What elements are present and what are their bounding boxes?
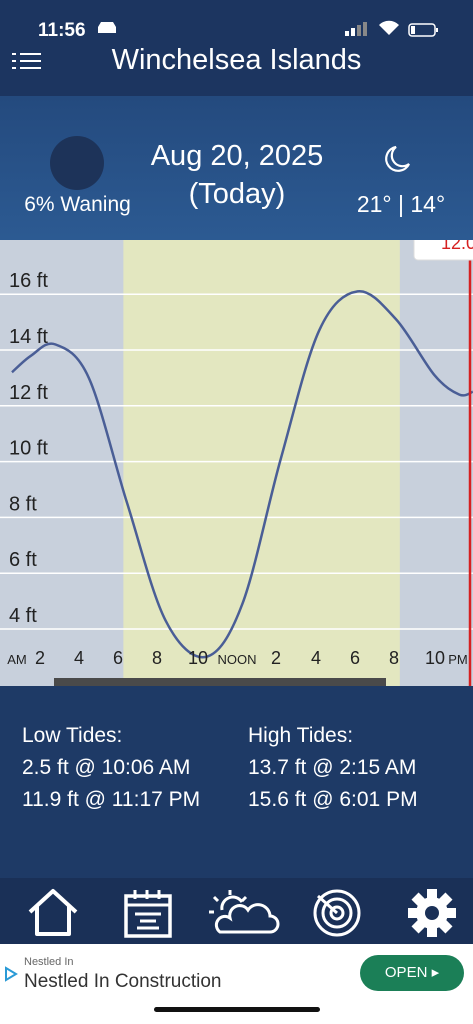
x-tick-label: PM xyxy=(448,652,468,667)
signal-icon xyxy=(345,22,367,36)
x-tick-label: 8 xyxy=(389,648,399,668)
car-icon xyxy=(98,22,116,33)
y-tick-label: 14 ft xyxy=(9,326,48,348)
x-tick-label: 6 xyxy=(113,648,123,668)
ad-open-button[interactable]: OPEN ▸ xyxy=(360,955,464,991)
high-tides-title: High Tides: xyxy=(248,724,354,747)
x-tick-label: 4 xyxy=(74,648,84,668)
y-tick-label: 16 ft xyxy=(9,270,48,292)
low-tides-section: Low Tides: 2.5 ft @ 10:06 AM 11.9 ft @ 1… xyxy=(22,720,200,816)
date-today-text: (Today) xyxy=(188,178,286,210)
high-tide-1: 13.7 ft @ 2:15 AM xyxy=(248,756,417,779)
x-tick-label: 10 xyxy=(188,648,208,668)
ad-advertiser: Nestled In xyxy=(24,956,74,968)
status-time: 11:56 xyxy=(38,20,86,41)
wifi-icon xyxy=(379,20,399,35)
x-tick-label: 4 xyxy=(311,648,321,668)
x-tick-label: 6 xyxy=(350,648,360,668)
x-tick-label: AM xyxy=(7,652,27,667)
top-bar: Winchelsea Islands xyxy=(0,44,473,96)
menu-icon[interactable] xyxy=(12,46,42,76)
temperature-range: 21° | 14° xyxy=(356,191,446,217)
home-icon[interactable] xyxy=(26,888,80,938)
x-tick-label: 2 xyxy=(271,648,281,668)
radar-icon[interactable] xyxy=(310,888,364,938)
x-tick-label: 8 xyxy=(152,648,162,668)
y-tick-label: 6 ft xyxy=(9,549,37,571)
weather-icon[interactable] xyxy=(208,888,280,938)
moon-phase-icon xyxy=(50,136,104,190)
page-title: Winchelsea Islands xyxy=(111,44,362,76)
x-tick-label: 10 xyxy=(425,648,445,668)
y-tick-label: 10 ft xyxy=(9,438,48,460)
current-height-box xyxy=(413,240,473,261)
crescent-moon-icon xyxy=(385,145,410,172)
ad-banner[interactable]: Nestled In Nestled In Construction OPEN … xyxy=(0,944,473,1024)
battery-icon xyxy=(408,23,438,37)
x-tick-label: 2 xyxy=(35,648,45,668)
y-tick-label: 12 ft xyxy=(9,382,48,404)
current-height-label: 12.0 xyxy=(441,240,473,253)
date-display[interactable]: Aug 20, 2025 (Today) xyxy=(118,137,356,213)
daylight-band xyxy=(123,240,400,686)
low-tides-title: Low Tides: xyxy=(22,724,123,747)
moon-phase-label: 6% Waning xyxy=(24,193,131,216)
date-text: Aug 20, 2025 xyxy=(150,140,324,172)
ad-choices-icon[interactable] xyxy=(4,966,18,982)
tide-curve xyxy=(11,290,473,659)
high-tides-section: High Tides: 13.7 ft @ 2:15 AM 15.6 ft @ … xyxy=(248,720,418,816)
status-bar: 11:56 xyxy=(0,0,473,44)
low-tide-2: 11.9 ft @ 11:17 PM xyxy=(22,788,201,811)
y-tick-label: 8 ft xyxy=(9,493,37,515)
y-tick-label: 4 ft xyxy=(9,605,37,627)
calendar-icon[interactable] xyxy=(122,888,176,938)
home-indicator xyxy=(154,1007,320,1012)
tide-chart[interactable]: 4 ft 6 ft 8 ft 10 ft 12 ft 14 ft 16 ft AM 2 4 6 8 1… xyxy=(0,240,473,686)
bottom-nav xyxy=(0,878,473,944)
ad-title[interactable]: Nestled In Construction xyxy=(24,971,222,992)
settings-icon[interactable] xyxy=(405,888,459,938)
high-tide-2: 15.6 ft @ 6:01 PM xyxy=(248,788,418,811)
low-tide-1: 2.5 ft @ 10:06 AM xyxy=(22,756,191,779)
x-tick-label: NOON xyxy=(218,652,257,667)
chart-scrollbar[interactable] xyxy=(54,678,386,686)
